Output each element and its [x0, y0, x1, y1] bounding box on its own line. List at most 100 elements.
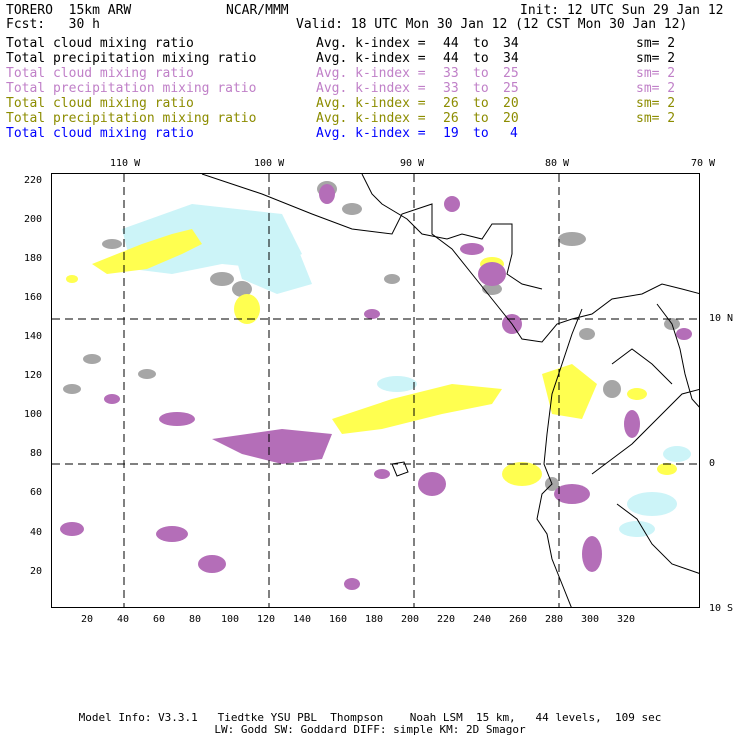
lon-label: 90 W	[400, 158, 425, 169]
cloud-blob	[582, 536, 602, 572]
y-tick-label: 200	[24, 214, 43, 225]
y-tick-label: 100	[24, 409, 43, 420]
cloud-blob	[502, 462, 542, 486]
legend-to-word: to	[473, 96, 489, 111]
cloud-blob	[377, 376, 417, 392]
lat-lon-grid	[52, 174, 699, 607]
cloud-blob	[344, 578, 360, 590]
physics-info-line: LW: Godd SW: Goddard DIFF: simple KM: 2D…	[214, 723, 526, 736]
x-tick-label: 160	[329, 614, 348, 625]
legend-field: Total cloud mixing ratio	[6, 126, 194, 141]
cloud-blob	[212, 429, 332, 464]
cloud-blob	[619, 521, 655, 537]
legend-to-word: to	[473, 111, 489, 126]
legend-row: Total precipitation mixing ratio Avg. k-…	[6, 82, 734, 97]
cloud-blob	[542, 364, 597, 419]
coastline	[616, 503, 699, 574]
cloud-blob	[657, 463, 677, 475]
legend-stat: Avg. k-index =	[316, 81, 426, 96]
legend-row: Total precipitation mixing ratio Avg. k-…	[6, 112, 734, 127]
x-tick-label: 120	[257, 614, 276, 625]
cloud-blob	[234, 294, 260, 324]
coastline	[611, 348, 673, 385]
x-tick-label: 300	[581, 614, 600, 625]
legend-to: 25	[503, 81, 519, 96]
legend-field: Total precipitation mixing ratio	[6, 111, 257, 126]
legend-to-word: to	[473, 51, 489, 66]
cloud-blob	[374, 469, 390, 479]
x-tick-label: 180	[365, 614, 384, 625]
legend-to: 20	[503, 111, 519, 126]
cloud-blob	[460, 243, 484, 255]
legend-from: 44	[443, 51, 459, 66]
legend-field: Total cloud mixing ratio	[6, 96, 194, 111]
cloud-blob	[579, 328, 595, 340]
cloud-blob	[603, 380, 621, 398]
y-tick-label: 120	[24, 370, 43, 381]
legend-sm: sm= 2	[636, 51, 676, 66]
model-name: TORERO 15km ARW	[6, 3, 132, 18]
legend-field: Total precipitation mixing ratio	[6, 51, 257, 66]
cloud-blob	[63, 384, 81, 394]
cloud-blob	[232, 281, 252, 297]
x-tick-label: 140	[293, 614, 312, 625]
legend-sm: sm= 2	[636, 66, 676, 81]
legend-from: 33	[443, 66, 459, 81]
cloud-blob	[558, 232, 586, 246]
legend-to-word: to	[473, 36, 489, 51]
lon-label: 80 W	[545, 158, 570, 169]
legend-sm: sm= 2	[636, 81, 676, 96]
x-tick-label: 100	[221, 614, 240, 625]
x-tick-label: 320	[617, 614, 636, 625]
legend-stat: Avg. k-index =	[316, 111, 426, 126]
legend-field: Total cloud mixing ratio	[6, 36, 194, 51]
legend-field: Total precipitation mixing ratio	[6, 81, 257, 96]
valid-time: Valid: 18 UTC Mon 30 Jan 12 (12 CST Mon …	[296, 17, 688, 32]
cloud-blob	[627, 492, 677, 516]
coastline	[536, 308, 583, 607]
x-tick-label: 40	[117, 614, 130, 625]
y-tick-label: 220	[24, 175, 43, 186]
cloud-blob	[66, 275, 78, 283]
cloud-blob	[102, 239, 122, 249]
cloud-blob	[342, 203, 362, 215]
light-blue-cloud-fields	[122, 204, 691, 537]
coastline	[361, 174, 543, 290]
cloud-blob	[92, 229, 202, 274]
forecast-hour: Fcst: 30 h	[6, 17, 100, 32]
legend-field: Total cloud mixing ratio	[6, 66, 194, 81]
legend-stat: Avg. k-index =	[316, 96, 426, 111]
yellow-precip-fields	[66, 229, 677, 486]
cloud-blob	[60, 522, 84, 536]
cloud-blob	[624, 410, 640, 438]
cloud-blob	[319, 184, 335, 204]
lon-label: 110 W	[110, 158, 141, 169]
legend-to: 20	[503, 96, 519, 111]
lon-label: 70 W	[691, 158, 716, 169]
x-tick-label: 200	[401, 614, 420, 625]
coastline	[201, 174, 699, 343]
legend-from: 44	[443, 36, 459, 51]
cloud-blob	[627, 388, 647, 400]
legend-stat: Avg. k-index =	[316, 36, 426, 51]
cloud-blob	[138, 369, 156, 379]
legend-to-word: to	[473, 126, 489, 141]
cloud-blob	[332, 384, 502, 434]
legend-to: 34	[503, 51, 519, 66]
map-panel	[51, 173, 700, 608]
cloud-blob	[83, 354, 101, 364]
legend-stat: Avg. k-index =	[316, 51, 426, 66]
legend-stat: Avg. k-index =	[316, 126, 426, 141]
cloud-blob	[384, 274, 400, 284]
legend-from: 19	[443, 126, 459, 141]
legend-from: 33	[443, 81, 459, 96]
cloud-blob	[418, 472, 446, 496]
legend-row: Total cloud mixing ratio Avg. k-index = …	[6, 97, 734, 112]
y-tick-label: 80	[30, 448, 43, 459]
center-name: NCAR/MMM	[226, 3, 289, 18]
y-tick-label: 160	[24, 292, 43, 303]
x-tick-label: 220	[437, 614, 456, 625]
cloud-blob	[663, 446, 691, 462]
legend-from: 26	[443, 96, 459, 111]
legend-to-word: to	[473, 66, 489, 81]
